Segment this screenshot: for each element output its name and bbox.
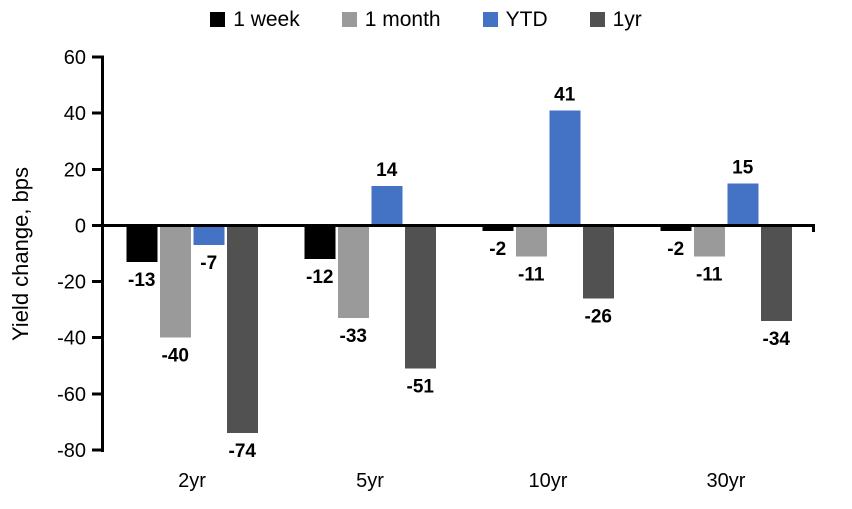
bar-ytd-30yr bbox=[727, 183, 759, 226]
bar-value-label-1-month-2yr: -40 bbox=[162, 346, 189, 367]
y-axis-tick bbox=[92, 280, 104, 284]
y-axis-tick bbox=[92, 448, 104, 452]
legend-item-ytd: YTD bbox=[482, 8, 548, 31]
x-category-label: 30yr bbox=[707, 470, 746, 492]
legend-swatch-1-week bbox=[210, 12, 226, 27]
zero-axis-line bbox=[103, 223, 815, 227]
y-axis-tick bbox=[92, 223, 104, 227]
bar-1-month-2yr bbox=[159, 225, 191, 338]
y-tick-label: 20 bbox=[64, 159, 86, 181]
legend-label: 1 week bbox=[233, 8, 300, 31]
bar-1-week-2yr bbox=[126, 225, 158, 262]
y-tick-label: -40 bbox=[57, 328, 86, 350]
legend-label: 1 month bbox=[364, 8, 441, 31]
bar-value-label-ytd-2yr: -7 bbox=[200, 253, 217, 274]
bar-1-month-30yr bbox=[693, 225, 725, 257]
x-category-label: 2yr bbox=[178, 470, 206, 492]
y-tick-label: 40 bbox=[64, 103, 86, 125]
bar-value-label-1-week-30yr: -2 bbox=[667, 239, 684, 260]
bar-value-label-ytd-30yr: 15 bbox=[732, 157, 754, 178]
bar-value-label-1-month-5yr: -33 bbox=[340, 326, 367, 347]
y-axis-tick bbox=[92, 111, 104, 115]
bar-1yr-2yr bbox=[226, 225, 258, 434]
x-axis-end-tick bbox=[812, 226, 815, 232]
bar-value-label-1-month-30yr: -11 bbox=[696, 264, 723, 285]
bar-1-week-10yr bbox=[482, 225, 514, 232]
y-axis-tick bbox=[92, 55, 104, 59]
bar-value-label-1-month-10yr: -11 bbox=[518, 264, 545, 285]
bar-value-label-ytd-5yr: 14 bbox=[376, 160, 398, 181]
bar-1yr-30yr bbox=[760, 225, 792, 321]
y-tick-label: 60 bbox=[64, 47, 86, 69]
legend-label: YTD bbox=[505, 8, 548, 31]
legend-item-1yr: 1yr bbox=[589, 8, 642, 31]
legend-swatch-1yr bbox=[589, 12, 605, 27]
bar-1yr-10yr bbox=[582, 225, 614, 299]
legend-label: 1yr bbox=[612, 8, 642, 31]
y-tick-label: -20 bbox=[57, 272, 86, 294]
legend-item-1-month: 1 month bbox=[341, 8, 441, 31]
bar-1-week-30yr bbox=[660, 225, 692, 232]
y-tick-label: -80 bbox=[57, 440, 86, 462]
y-axis-tick bbox=[92, 167, 104, 171]
bar-ytd-10yr bbox=[549, 110, 581, 226]
bar-value-label-1yr-10yr: -26 bbox=[585, 306, 612, 327]
y-axis-tick bbox=[92, 392, 104, 396]
legend-swatch-ytd bbox=[482, 12, 498, 27]
bar-value-label-1-week-5yr: -12 bbox=[306, 267, 333, 288]
bar-value-label-1yr-30yr: -34 bbox=[763, 329, 791, 350]
bar-value-label-ytd-10yr: 41 bbox=[554, 84, 576, 105]
legend-item-1-week: 1 week bbox=[210, 9, 300, 30]
y-tick-label: -60 bbox=[57, 384, 86, 406]
y-axis-line bbox=[101, 56, 104, 452]
bar-value-label-1yr-2yr: -74 bbox=[229, 441, 257, 462]
y-tick-label: 0 bbox=[75, 215, 86, 237]
x-category-label: 10yr bbox=[529, 470, 568, 492]
bar-1-week-5yr bbox=[304, 225, 336, 260]
bar-1-month-5yr bbox=[337, 225, 369, 319]
bar-ytd-2yr bbox=[193, 225, 225, 246]
y-axis-tick bbox=[92, 336, 104, 340]
bar-ytd-5yr bbox=[371, 186, 403, 226]
bar-value-label-1yr-5yr: -51 bbox=[407, 377, 435, 398]
legend: 1 week 1 month YTD 1yr bbox=[0, 9, 852, 30]
legend-swatch-1-month bbox=[341, 12, 357, 27]
bar-value-label-1-week-2yr: -13 bbox=[128, 270, 155, 291]
bar-1yr-5yr bbox=[404, 225, 436, 369]
x-category-label: 5yr bbox=[356, 470, 384, 492]
bar-value-label-1-week-10yr: -2 bbox=[489, 239, 506, 260]
bar-1-month-10yr bbox=[515, 225, 547, 257]
